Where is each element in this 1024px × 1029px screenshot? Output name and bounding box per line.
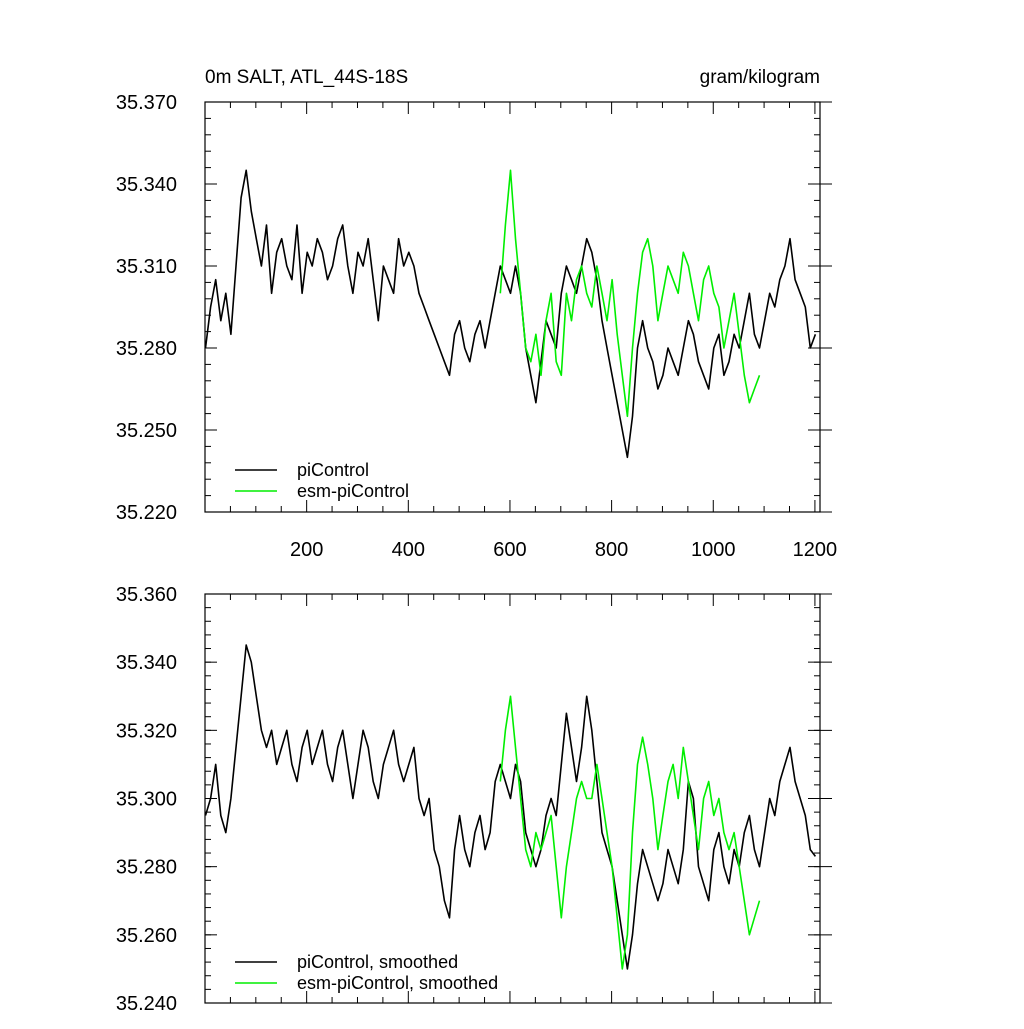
y-tick-label-1-0: 35.360	[116, 584, 177, 606]
y-tick-label-0-1: 35.340	[116, 174, 177, 196]
y-tick-label-1-3: 35.300	[116, 789, 177, 811]
y-tick-label-1-4: 35.280	[116, 857, 177, 879]
y-tick-label-1-1: 35.340	[116, 652, 177, 674]
chart-title: 0m SALT, ATL_44S-18S	[205, 67, 408, 88]
y-tick-label-0-2: 35.310	[116, 256, 177, 278]
series-line-0-1	[499, 169, 761, 418]
plot-frame-0	[204, 101, 821, 513]
legend-label-1-1: esm-piControl, smoothed	[297, 973, 498, 993]
plot-frame-1	[204, 593, 821, 1004]
y-tick-label-0-0: 35.370	[116, 92, 177, 114]
y-tick-label-1-6: 35.240	[116, 993, 177, 1015]
series-line-1-1	[499, 695, 761, 970]
legend-label-1-0: piControl, smoothed	[297, 952, 458, 972]
y-tick-label-0-5: 35.220	[116, 502, 177, 524]
x-tick-label-0-3: 800	[595, 539, 628, 561]
legend-label-0-1: esm-piControl	[297, 481, 409, 501]
legend-label-0-0: piControl	[297, 460, 369, 480]
series-line-1-0	[204, 644, 817, 970]
y-tick-label-0-3: 35.280	[116, 338, 177, 360]
y-tick-label-1-5: 35.260	[116, 925, 177, 947]
y-tick-label-0-4: 35.250	[116, 420, 177, 442]
x-tick-label-0-4: 1000	[691, 539, 736, 561]
x-tick-label-0-1: 400	[392, 539, 425, 561]
x-tick-label-0-0: 200	[290, 539, 323, 561]
y-tick-label-1-2: 35.320	[116, 720, 177, 742]
x-tick-label-0-2: 600	[493, 539, 526, 561]
x-tick-label-0-5: 1200	[793, 539, 838, 561]
chart-units: gram/kilogram	[700, 67, 820, 88]
series-line-0-0	[204, 169, 817, 459]
